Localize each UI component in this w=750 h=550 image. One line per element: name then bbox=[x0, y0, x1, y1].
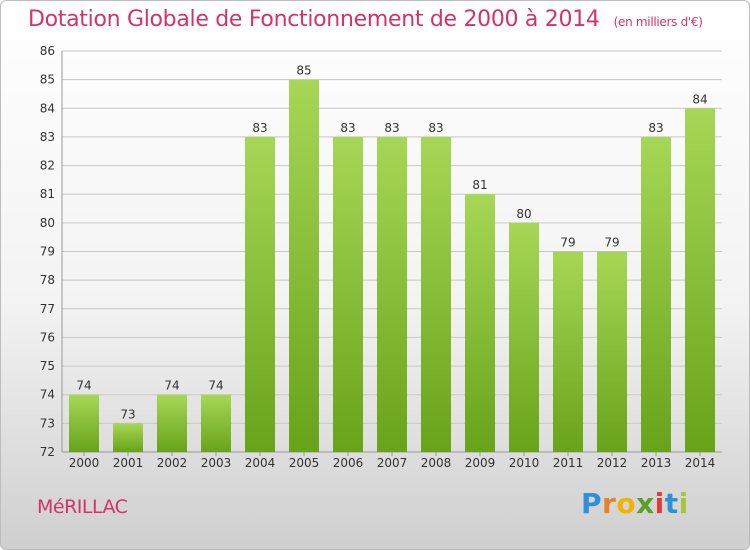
bar-2000 bbox=[69, 394, 99, 452]
x-tick-label: 2010 bbox=[509, 456, 540, 470]
bar-2003 bbox=[201, 394, 231, 452]
chart-title: Dotation Globale de Fonctionnement de 20… bbox=[28, 7, 703, 32]
logo-letter: x bbox=[636, 487, 655, 520]
x-tick-label: 2000 bbox=[69, 456, 100, 470]
bar-value-label: 83 bbox=[384, 121, 399, 135]
x-tick-label: 2005 bbox=[289, 456, 320, 470]
x-tick-label: 2006 bbox=[333, 456, 364, 470]
bar-value-label: 79 bbox=[604, 236, 619, 250]
x-tick-label: 2012 bbox=[597, 456, 628, 470]
x-tick-label: 2004 bbox=[245, 456, 276, 470]
y-tick-label: 79 bbox=[40, 245, 55, 259]
bar-2005 bbox=[289, 79, 319, 453]
chart-title-text: Dotation Globale de Fonctionnement de 20… bbox=[28, 7, 600, 32]
y-tick-label: 73 bbox=[40, 416, 55, 430]
x-tick-label: 2002 bbox=[157, 456, 188, 470]
y-tick-label: 83 bbox=[40, 130, 55, 144]
bar-value-label: 73 bbox=[120, 407, 135, 421]
bar-value-label: 74 bbox=[76, 379, 91, 393]
bar-2009 bbox=[465, 194, 495, 452]
bar-value-label: 85 bbox=[296, 64, 311, 78]
y-tick-label: 86 bbox=[40, 44, 55, 58]
bar-2007 bbox=[377, 136, 407, 452]
x-tick-label: 2014 bbox=[685, 456, 716, 470]
logo-letter: i bbox=[678, 487, 689, 520]
y-tick-label: 77 bbox=[40, 302, 55, 316]
y-tick-label: 75 bbox=[40, 359, 55, 373]
x-tick-label: 2009 bbox=[465, 456, 496, 470]
bar-2006 bbox=[333, 136, 363, 452]
y-tick-label: 78 bbox=[40, 273, 55, 287]
y-tick-label: 85 bbox=[40, 73, 55, 87]
bar-2010 bbox=[509, 222, 539, 452]
bar-value-label: 83 bbox=[648, 121, 663, 135]
logo-letter: o bbox=[616, 487, 637, 520]
y-tick-label: 81 bbox=[40, 187, 55, 201]
bars bbox=[69, 79, 715, 453]
y-tick-label: 76 bbox=[40, 330, 55, 344]
logo-letter: i bbox=[654, 487, 665, 520]
bar-value-label: 84 bbox=[692, 92, 707, 106]
y-tick-label: 84 bbox=[40, 101, 55, 115]
bar-2014 bbox=[685, 108, 715, 453]
y-tick-label: 82 bbox=[40, 159, 55, 173]
bar-2011 bbox=[553, 251, 583, 452]
bar-2008 bbox=[421, 136, 451, 452]
labels: 74 2000 73 2001 74 2002 74 2003 83 2004 85 2005 83 20… bbox=[69, 64, 716, 470]
logo-letter: r bbox=[602, 487, 617, 520]
x-tick-label: 2011 bbox=[553, 456, 584, 470]
y-tick-label: 72 bbox=[40, 445, 55, 459]
bar-value-label: 79 bbox=[560, 236, 575, 250]
bar-value-label: 80 bbox=[516, 207, 531, 221]
x-tick-label: 2013 bbox=[641, 456, 672, 470]
bar-2001 bbox=[113, 423, 143, 452]
bar-value-label: 74 bbox=[208, 379, 223, 393]
bar-value-label: 83 bbox=[428, 121, 443, 135]
bar-value-label: 83 bbox=[252, 121, 267, 135]
y-tick-label: 74 bbox=[40, 388, 55, 402]
logo-letter: t bbox=[664, 487, 679, 520]
x-tick-label: 2008 bbox=[421, 456, 452, 470]
proxiti-logo: Proxiti bbox=[581, 487, 689, 520]
x-tick-label: 2001 bbox=[113, 456, 144, 470]
bar-value-label: 74 bbox=[164, 379, 179, 393]
bar-2004 bbox=[245, 136, 275, 452]
bar-2012 bbox=[597, 251, 627, 452]
x-tick-label: 2003 bbox=[201, 456, 232, 470]
y-tick-label: 80 bbox=[40, 216, 55, 230]
bar-2013 bbox=[641, 136, 671, 452]
commune-name: MéRILLAC bbox=[37, 496, 128, 518]
bar-value-label: 81 bbox=[472, 178, 487, 192]
bar-value-label: 83 bbox=[340, 121, 355, 135]
x-tick-label: 2007 bbox=[377, 456, 408, 470]
logo-letter: P bbox=[581, 487, 603, 520]
chart-unit: (en milliers d'€) bbox=[613, 15, 703, 29]
bar-2002 bbox=[157, 394, 187, 452]
